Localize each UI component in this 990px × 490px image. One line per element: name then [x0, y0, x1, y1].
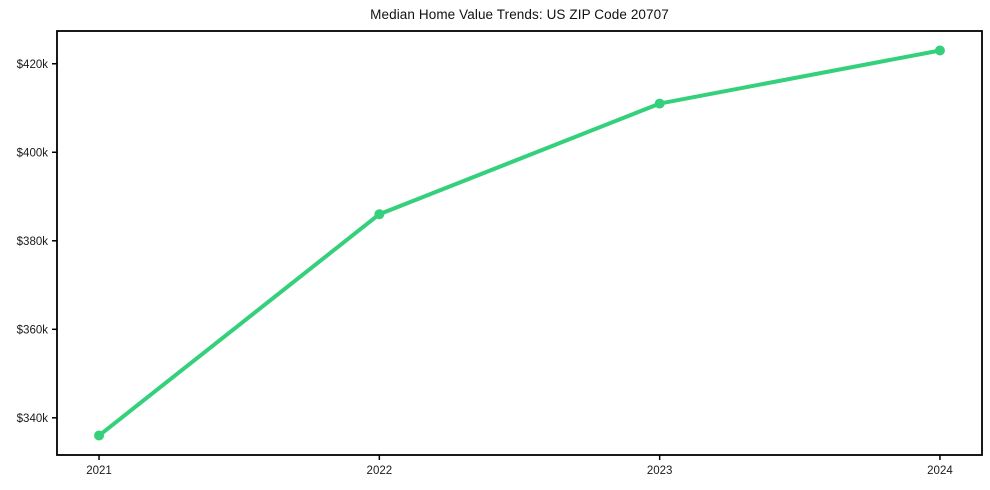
y-tick-label: $420k [17, 59, 49, 71]
y-tick-label: $340k [17, 413, 49, 425]
x-tick-label: 2022 [367, 465, 393, 477]
data-point-marker [94, 430, 105, 441]
y-tick-label: $400k [17, 147, 49, 159]
plot-area [56, 30, 983, 456]
y-tick-label: $360k [17, 324, 49, 336]
y-tick-label: $380k [17, 236, 49, 248]
data-point-marker [374, 209, 385, 220]
x-tick-label: 2021 [86, 465, 112, 477]
x-tick-label: 2023 [647, 465, 673, 477]
data-point-marker [654, 98, 665, 109]
data-point-marker [934, 45, 945, 56]
x-tick-label: 2024 [927, 465, 953, 477]
trend-line [97, 48, 942, 438]
chart-title: Median Home Value Trends: US ZIP Code 20… [370, 7, 669, 22]
